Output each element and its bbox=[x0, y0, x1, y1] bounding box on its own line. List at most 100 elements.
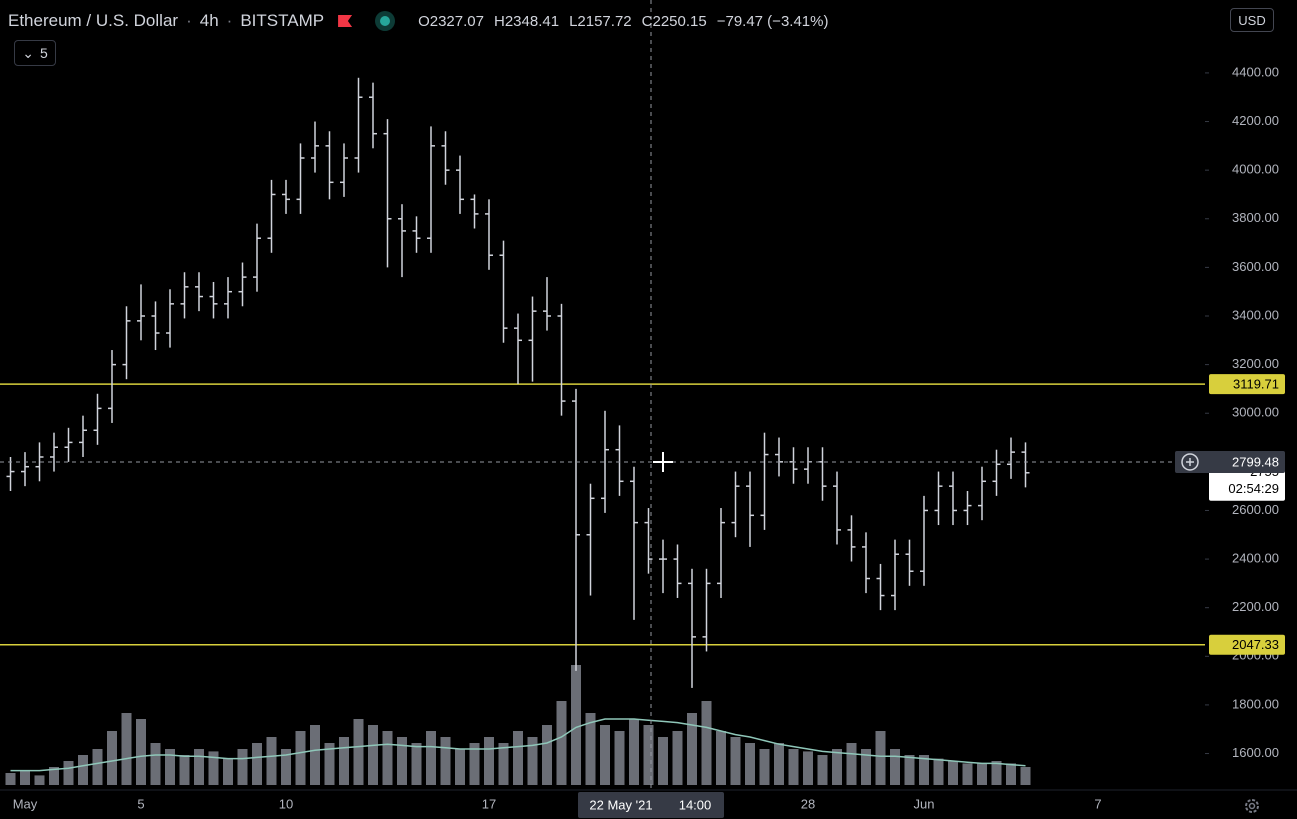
volume-bar bbox=[716, 731, 726, 785]
volume-bar bbox=[136, 719, 146, 785]
volume-bar bbox=[5, 773, 16, 785]
volume-bar bbox=[904, 755, 915, 785]
volume-bar bbox=[542, 725, 552, 785]
add-alert-button[interactable] bbox=[1181, 453, 1199, 471]
ohlc-item: L2157.72 bbox=[569, 13, 632, 30]
volume-bar bbox=[962, 763, 973, 785]
volume-bar bbox=[933, 758, 944, 785]
volume-bar bbox=[672, 731, 683, 785]
volume-ma bbox=[10, 718, 1026, 772]
y-tick-label: 4400.00 bbox=[1232, 64, 1279, 79]
gear-hub bbox=[1248, 802, 1256, 810]
volume-bar bbox=[107, 731, 117, 785]
y-tick-label: 3800.00 bbox=[1232, 210, 1279, 225]
volume-bar bbox=[730, 737, 741, 785]
y-tick-label: 4000.00 bbox=[1232, 162, 1279, 177]
volume-bar bbox=[194, 749, 204, 785]
volume-bar bbox=[1006, 763, 1016, 785]
separator: · bbox=[226, 11, 233, 30]
y-tick-label: 3200.00 bbox=[1232, 356, 1279, 371]
level-label: 3119.71 bbox=[1233, 377, 1279, 392]
legend-header: Ethereum / U.S. Dollar · 4h · BITSTAMP O… bbox=[8, 8, 828, 34]
ohlc-value: 2348.41 bbox=[504, 12, 560, 30]
volume-bar bbox=[310, 725, 320, 785]
add-alert-plus bbox=[1186, 457, 1194, 466]
volume-bar bbox=[150, 743, 161, 785]
currency-button[interactable]: USD bbox=[1230, 8, 1274, 32]
crosshair-price-bg bbox=[1175, 450, 1285, 473]
volume-bar bbox=[803, 751, 813, 785]
y-tick-label: 1600.00 bbox=[1232, 745, 1279, 760]
ohlc-value: 2157.72 bbox=[577, 12, 632, 30]
volume-bar bbox=[600, 725, 610, 785]
chevron: ⌄ bbox=[22, 44, 34, 61]
ohlc-value: 2250.15 bbox=[652, 12, 707, 30]
volume-bar bbox=[1020, 767, 1031, 785]
volume-bar bbox=[817, 755, 828, 785]
ohlc-label: H bbox=[493, 12, 505, 30]
x-tick-label: Jun bbox=[914, 796, 935, 811]
market-status bbox=[380, 16, 391, 26]
volume-bar bbox=[266, 737, 277, 785]
volume-bar bbox=[34, 775, 45, 785]
indicators-toggle[interactable]: ⌄ 5 bbox=[14, 40, 56, 66]
volume-bar bbox=[324, 743, 335, 785]
volume-bar bbox=[875, 731, 886, 785]
gear-ring bbox=[1245, 799, 1259, 813]
ohlc-item: O2327.07 bbox=[418, 13, 484, 30]
volume-bar bbox=[208, 751, 219, 785]
x-tick-label: 5 bbox=[137, 796, 144, 811]
volume-bar bbox=[701, 701, 712, 785]
volume-bar bbox=[629, 719, 639, 785]
volume-bar bbox=[513, 731, 523, 785]
volume-bar bbox=[353, 719, 364, 785]
volume-bar bbox=[788, 749, 799, 785]
level-label-bg bbox=[1209, 634, 1285, 655]
y-tick-label: 2400.00 bbox=[1232, 551, 1279, 566]
exchange: BITSTAMP bbox=[240, 11, 325, 30]
ohlc-value: 2327.07 bbox=[429, 12, 484, 30]
ohlc-values: O2327.07 H2348.41 L2157.72 C2250.15 −79.… bbox=[418, 13, 828, 30]
volume-bar bbox=[948, 761, 958, 785]
volume-bar bbox=[78, 755, 88, 785]
x-tick-label: 28 bbox=[801, 796, 815, 811]
settings-button[interactable] bbox=[1245, 799, 1259, 813]
volume-bar bbox=[397, 737, 407, 785]
volume-bar bbox=[759, 749, 770, 785]
volume-bar bbox=[223, 758, 233, 785]
volume-bar bbox=[339, 737, 349, 785]
y-tick-label: 3000.00 bbox=[1232, 405, 1279, 420]
volume-bar bbox=[658, 737, 668, 785]
volume-bar bbox=[643, 725, 654, 785]
ohlc-label: L bbox=[569, 12, 578, 30]
crosshair-price: 2799.48 bbox=[1232, 454, 1279, 469]
x-tick-label: 17 bbox=[482, 796, 496, 811]
volume-bar bbox=[382, 731, 393, 785]
ohlc-label: O bbox=[418, 12, 430, 30]
ohlc-label: C bbox=[641, 12, 653, 30]
y-tick-label: 2200.00 bbox=[1232, 599, 1279, 614]
crosshair-date: 22 May '21 bbox=[589, 797, 652, 812]
volume-bar bbox=[165, 749, 175, 785]
volume-bar bbox=[484, 737, 494, 785]
y-tick-label: 3600.00 bbox=[1232, 259, 1279, 274]
interval[interactable]: 4h bbox=[199, 11, 219, 30]
y-tick-label: 1800.00 bbox=[1232, 696, 1279, 711]
volume-bar bbox=[614, 731, 625, 785]
volume-bar bbox=[846, 743, 857, 785]
volume-bar bbox=[527, 737, 538, 785]
ohlc-item: C2250.15 bbox=[642, 13, 707, 30]
crosshair-time-bg bbox=[578, 792, 724, 818]
flag-icon[interactable] bbox=[338, 15, 353, 27]
volume-bar bbox=[585, 713, 596, 785]
symbol: Ethereum / U.S. Dollar bbox=[8, 11, 179, 30]
price-axis bbox=[1205, 0, 1297, 819]
change: −79.47 (−3.41%) bbox=[716, 12, 829, 30]
volume-bar bbox=[237, 749, 248, 785]
currency: USD bbox=[1238, 12, 1266, 28]
volume-bar bbox=[861, 749, 871, 785]
y-tick-label: 3400.00 bbox=[1232, 307, 1279, 322]
volume-bar bbox=[498, 743, 509, 785]
